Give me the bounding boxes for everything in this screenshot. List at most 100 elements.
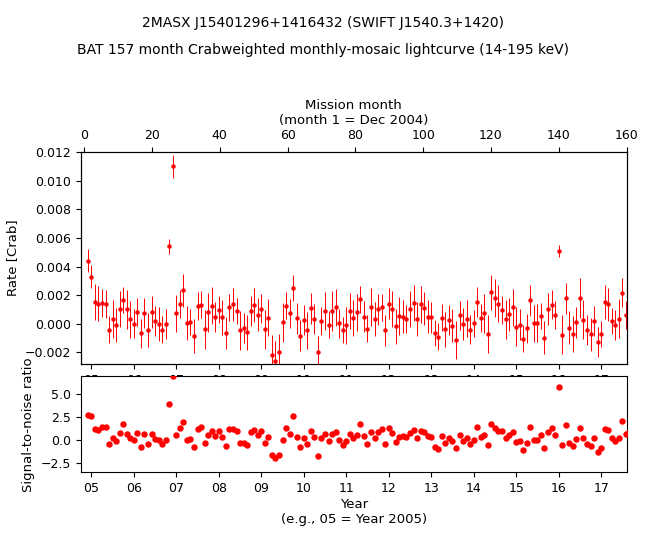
Point [309,433,320,441]
Point [306,427,316,435]
Point [178,418,189,426]
Point [412,434,422,443]
Point [256,426,266,435]
Point [104,440,114,449]
Point [224,425,234,434]
Point [253,431,263,440]
Point [150,434,160,443]
Point [479,431,490,440]
Point [415,426,426,435]
Point [599,424,610,433]
Point [228,425,238,434]
Point [263,433,273,441]
Point [154,436,164,445]
Point [440,439,450,447]
Point [260,439,270,447]
Point [147,430,157,438]
Point [468,435,479,444]
Point [444,434,454,443]
Point [121,430,132,438]
Point [475,432,486,441]
Point [430,442,440,451]
Point [589,434,599,443]
Point [504,431,514,439]
Point [557,441,567,450]
Point [536,431,546,439]
Point [83,411,93,419]
Point [614,434,624,443]
Point [405,429,415,438]
Point [221,441,231,450]
Point [274,451,284,459]
Text: BAT 157 month Crabweighted monthly-mosaic lightcurve (14-195 keV): BAT 157 month Crabweighted monthly-mosai… [77,43,569,58]
Point [313,452,323,460]
Point [419,427,430,436]
Point [515,437,525,445]
Point [93,425,103,434]
Point [461,433,472,442]
X-axis label: Mission month
(month 1 = Dec 2004): Mission month (month 1 = Dec 2004) [279,99,428,127]
Point [380,440,390,449]
Point [490,424,500,432]
Point [394,432,404,441]
Point [635,430,645,439]
Point [207,427,217,435]
Point [585,442,596,451]
Point [355,419,366,428]
Point [217,433,227,441]
Point [571,435,581,444]
Point [86,412,96,421]
Point [521,439,532,447]
Point [125,434,136,443]
Point [344,430,355,438]
Point [161,436,171,445]
Point [157,440,167,449]
Point [621,430,631,439]
Point [164,399,174,408]
Point [525,422,536,431]
Point [539,444,550,452]
Point [193,424,203,433]
Point [472,422,483,431]
Point [245,428,256,437]
Point [433,445,443,453]
Point [277,435,287,444]
Point [111,437,121,445]
Point [401,433,412,441]
Point [167,372,178,381]
Point [575,424,585,433]
Point [554,383,564,392]
Point [118,419,129,428]
Point [501,434,511,443]
Point [451,444,461,452]
Point [377,425,387,433]
Point [327,430,337,439]
Point [348,433,359,442]
Point [384,424,394,433]
Point [331,428,341,437]
Point [483,441,493,450]
Point [185,434,196,443]
Text: 2MASX J15401296+1416432 (SWIFT J1540.3+1420): 2MASX J15401296+1416432 (SWIFT J1540.3+1… [142,16,504,30]
Point [231,427,242,436]
Point [547,424,557,433]
Point [302,439,313,448]
Point [391,437,401,446]
Point [140,430,150,438]
Point [486,419,497,428]
Point [592,447,603,456]
Point [235,439,245,448]
Point [373,427,383,436]
Point [298,433,309,442]
Point [320,430,330,438]
Point [617,416,627,425]
Point [210,432,220,440]
Point [532,435,543,444]
Point [203,431,213,439]
Point [90,425,100,434]
Point [624,428,634,437]
Point [200,439,210,447]
Point [341,437,351,445]
Point [518,446,528,454]
Point [564,438,574,447]
